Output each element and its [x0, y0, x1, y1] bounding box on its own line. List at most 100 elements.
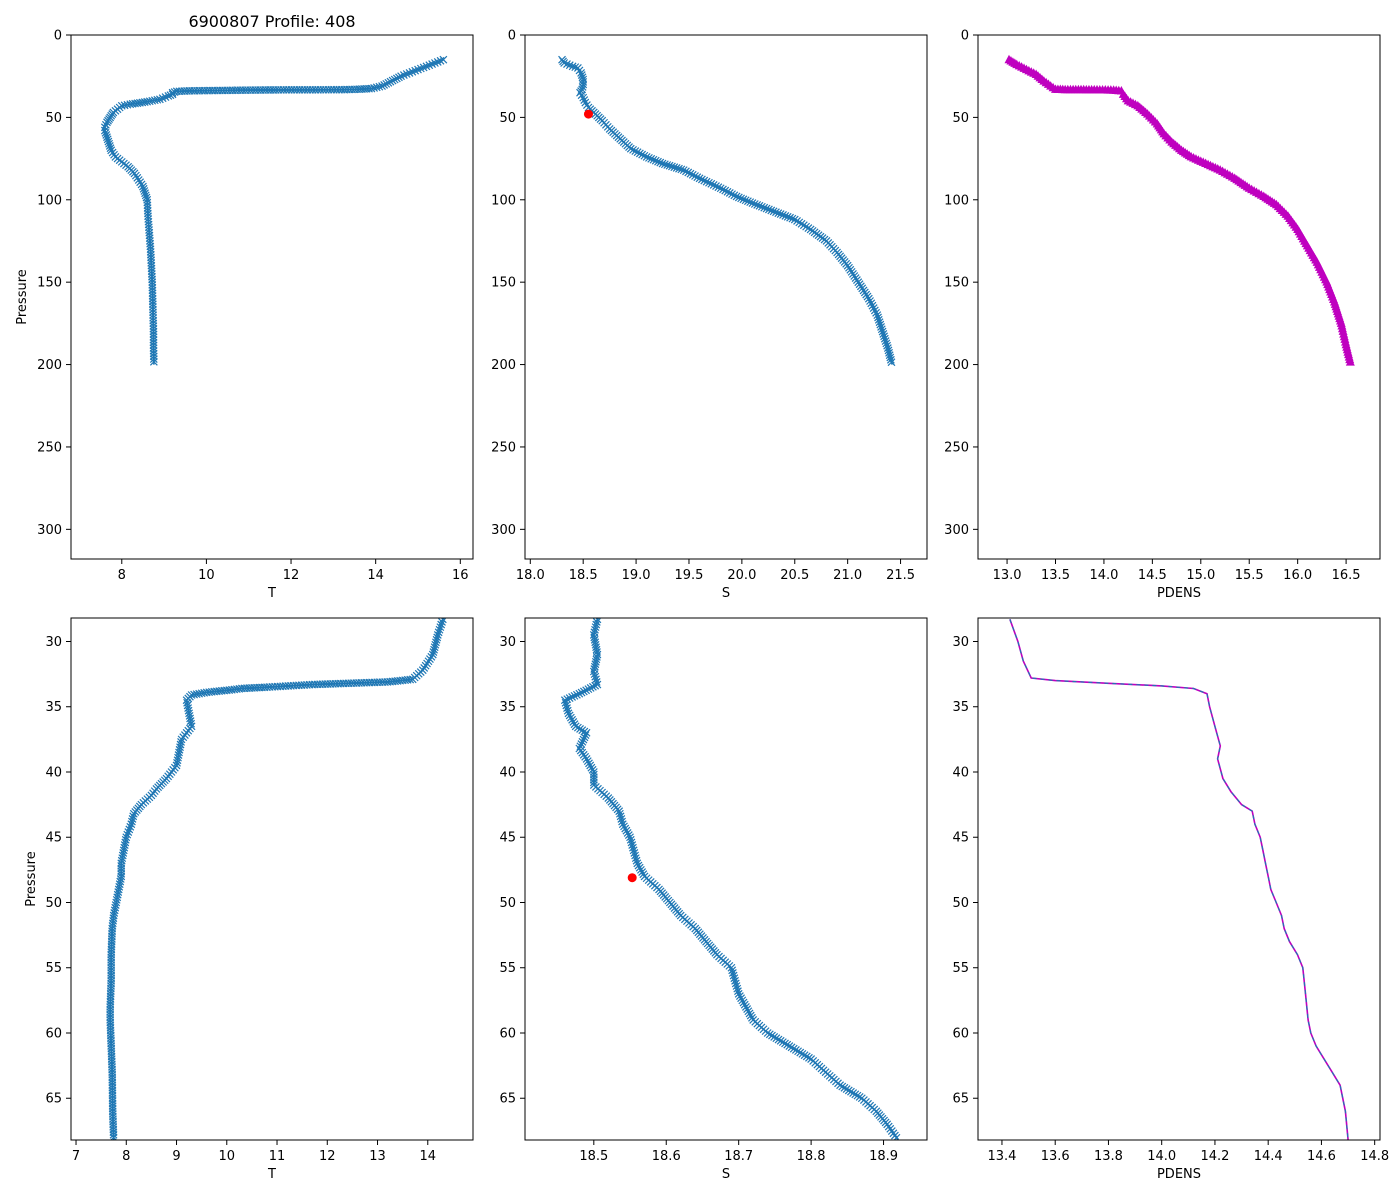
x-tick-label: 14.8 — [1360, 1149, 1389, 1164]
x-tick-label: 15.0 — [1186, 568, 1215, 583]
data-point — [582, 755, 591, 763]
data-point — [876, 320, 885, 329]
data-point — [750, 200, 759, 208]
x-tick-label: 14.0 — [1147, 1149, 1176, 1164]
data-point — [743, 1005, 752, 1013]
data-point — [872, 308, 880, 317]
x-tick-label: 14.5 — [1138, 568, 1167, 583]
y-tick-label: 60 — [45, 1026, 62, 1041]
data-point — [564, 709, 573, 718]
data-point — [774, 209, 783, 218]
x-tick-label: 19.5 — [674, 568, 703, 583]
data-point — [579, 687, 588, 696]
data-point — [577, 688, 586, 697]
x-tick-label: 14.2 — [1200, 1149, 1229, 1164]
data-point — [570, 691, 579, 700]
data-point — [580, 96, 589, 105]
x-tick-label: 18.9 — [869, 1149, 898, 1164]
data-point — [730, 191, 739, 200]
data-point — [721, 186, 730, 195]
data-point — [702, 177, 711, 186]
data-point — [728, 966, 737, 975]
data-point — [783, 212, 792, 221]
panel-t-zoom: 7 8 9 10 11 12 13 14 30 35 40 45 50 55 60 65 T Pressure — [24, 617, 474, 1182]
y-tick-label: 60 — [952, 1026, 969, 1041]
data-point — [873, 311, 882, 320]
data-point — [790, 215, 799, 224]
data-point — [187, 719, 196, 728]
data-point — [781, 1039, 789, 1048]
data-point — [851, 1090, 860, 1099]
data-point — [878, 327, 887, 336]
data-point — [395, 73, 403, 82]
plot-area — [558, 55, 896, 367]
data-point — [578, 726, 587, 735]
y-tick-label: 300 — [37, 523, 62, 538]
x-tick-label: 11 — [269, 1149, 286, 1164]
y-tick-label: 35 — [499, 700, 516, 715]
y-tick-label: 50 — [952, 896, 969, 911]
data-point — [789, 1044, 798, 1053]
data-point — [106, 144, 115, 153]
x-axis-label: T — [267, 1167, 276, 1182]
data-point — [886, 355, 895, 364]
data-point — [760, 203, 769, 212]
data-point — [430, 643, 439, 652]
data-point — [642, 153, 651, 161]
panel-s-zoom: 18.5 18.6 18.7 18.8 18.9 30 35 40 45 50 55 60 65 S — [499, 617, 928, 1182]
data-point — [141, 189, 149, 198]
x-tick-label: 8 — [118, 568, 126, 583]
data-point — [672, 163, 681, 172]
data-point — [616, 812, 625, 821]
y-tick-label: 250 — [944, 440, 969, 455]
x-tick-label: 14 — [367, 568, 384, 583]
data-point — [842, 1085, 851, 1094]
y-tick-label: 150 — [37, 276, 62, 291]
data-point — [880, 332, 889, 341]
data-point — [592, 655, 601, 664]
data-point — [679, 166, 688, 175]
data-point — [621, 824, 630, 833]
data-point — [384, 78, 393, 87]
y-tick-label: 150 — [491, 276, 516, 291]
data-point — [695, 174, 704, 183]
data-point — [172, 87, 181, 96]
data-point — [714, 183, 723, 192]
x-tick-label: 18.5 — [579, 1149, 608, 1164]
data-point — [877, 325, 886, 334]
data-point — [397, 72, 405, 81]
data-point — [626, 833, 634, 842]
data-point — [568, 715, 577, 724]
data-point — [429, 648, 438, 657]
panel-s-full: 18.0 18.5 19.0 19.5 20.0 20.5 21.0 21.5 0 50 100 15… — [491, 29, 928, 601]
data-point — [791, 1046, 800, 1054]
y-tick-label: 0 — [54, 29, 62, 44]
data-point — [571, 722, 580, 731]
data-point — [624, 831, 633, 839]
data-point — [844, 1086, 853, 1095]
data-point — [432, 635, 441, 644]
y-tick-label: 150 — [944, 276, 969, 291]
axes-frame — [70, 34, 474, 560]
data-point — [772, 208, 780, 217]
data-point — [776, 1036, 785, 1045]
data-point — [836, 1081, 845, 1090]
plot-area — [100, 55, 448, 366]
data-point — [763, 1029, 772, 1037]
data-point — [663, 161, 672, 169]
data-point — [804, 224, 813, 232]
y-tick-label: 100 — [491, 193, 516, 208]
y-tick-label: 55 — [499, 961, 516, 976]
data-point — [139, 184, 148, 193]
data-point — [746, 1011, 755, 1020]
x-tick-label: 14 — [420, 1149, 437, 1164]
series-line-s — [561, 59, 893, 365]
data-point — [793, 217, 801, 225]
plot-area — [560, 618, 901, 1140]
data-point — [566, 713, 575, 722]
data-point — [582, 686, 591, 695]
data-point — [615, 807, 624, 816]
data-point — [590, 662, 599, 671]
data-point — [705, 178, 713, 187]
data-point — [853, 1091, 862, 1100]
